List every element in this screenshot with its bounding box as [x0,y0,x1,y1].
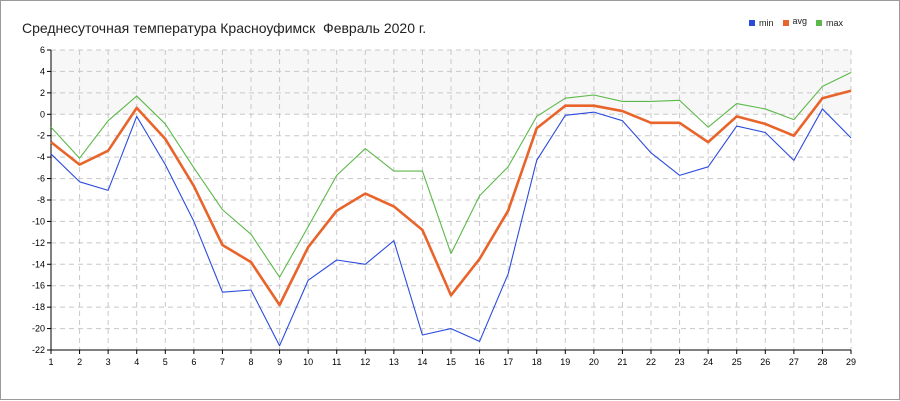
legend: min avg max [749,16,852,30]
x-tick-label: 14 [417,357,427,367]
x-tick-label: 12 [360,357,370,367]
y-tick-label: 6 [40,45,45,55]
x-tick-label: 7 [220,357,225,367]
x-tick-label: 4 [134,357,139,367]
x-tick-label: 26 [760,357,770,367]
legend-item-avg: avg [782,16,808,28]
x-tick-label: 8 [248,357,253,367]
y-tick-label: -2 [37,131,45,141]
legend-label-max: max [826,18,844,28]
x-tick-label: 25 [732,357,742,367]
x-tick-label: 28 [817,357,827,367]
y-tick-label: -10 [32,216,45,226]
legend-label-avg: avg [792,16,808,26]
x-tick-label: 24 [703,357,713,367]
x-tick-label: 18 [532,357,542,367]
series-line-min [50,108,852,347]
x-tick-label: 29 [846,357,856,367]
y-tick-label: -18 [32,302,45,312]
x-tick-label: 11 [332,357,341,367]
x-tick-label: 17 [503,357,513,367]
legend-swatch-max [816,20,823,26]
x-tick-label: 23 [675,357,685,367]
series-line-max [50,72,852,278]
x-tick-label: 6 [191,357,196,367]
y-tick-label: -22 [32,345,45,355]
x-tick-label: 5 [163,357,168,367]
x-tick-label: 13 [389,357,399,367]
y-tick-label: -6 [37,174,45,184]
x-tick-label: 27 [789,357,799,367]
x-tick-label: 19 [560,357,570,367]
y-tick-label: 2 [40,88,45,98]
y-tick-label: 4 [40,66,45,76]
x-tick-label: 3 [106,357,111,367]
legend-label-min: min [759,18,774,28]
chart-title: Среднесуточная температура Красноуфимск … [22,20,427,36]
legend-item-max: max [816,18,843,28]
legend-swatch-avg [782,20,789,26]
x-tick-label: 15 [446,357,456,367]
x-tick-label: 1 [48,357,53,367]
x-tick-label: 16 [475,357,485,367]
y-tick-label: 0 [40,109,45,119]
y-tick-label: -14 [32,259,45,269]
x-tick-label: 20 [589,357,599,367]
y-tick-label: -16 [32,281,45,291]
y-tick-label: -4 [37,152,45,162]
legend-swatch-min [749,20,755,26]
x-tick-label: 9 [277,357,282,367]
x-tick-label: 10 [303,357,313,367]
x-tick-label: 21 [617,357,627,367]
series-line-avg [50,89,852,307]
x-tick-label: 22 [646,357,656,367]
x-tick-label: 2 [77,357,82,367]
legend-item-min: min [749,18,774,28]
y-tick-label: -20 [32,324,45,334]
y-tick-label: -8 [37,195,45,205]
y-tick-label: -12 [32,238,45,248]
